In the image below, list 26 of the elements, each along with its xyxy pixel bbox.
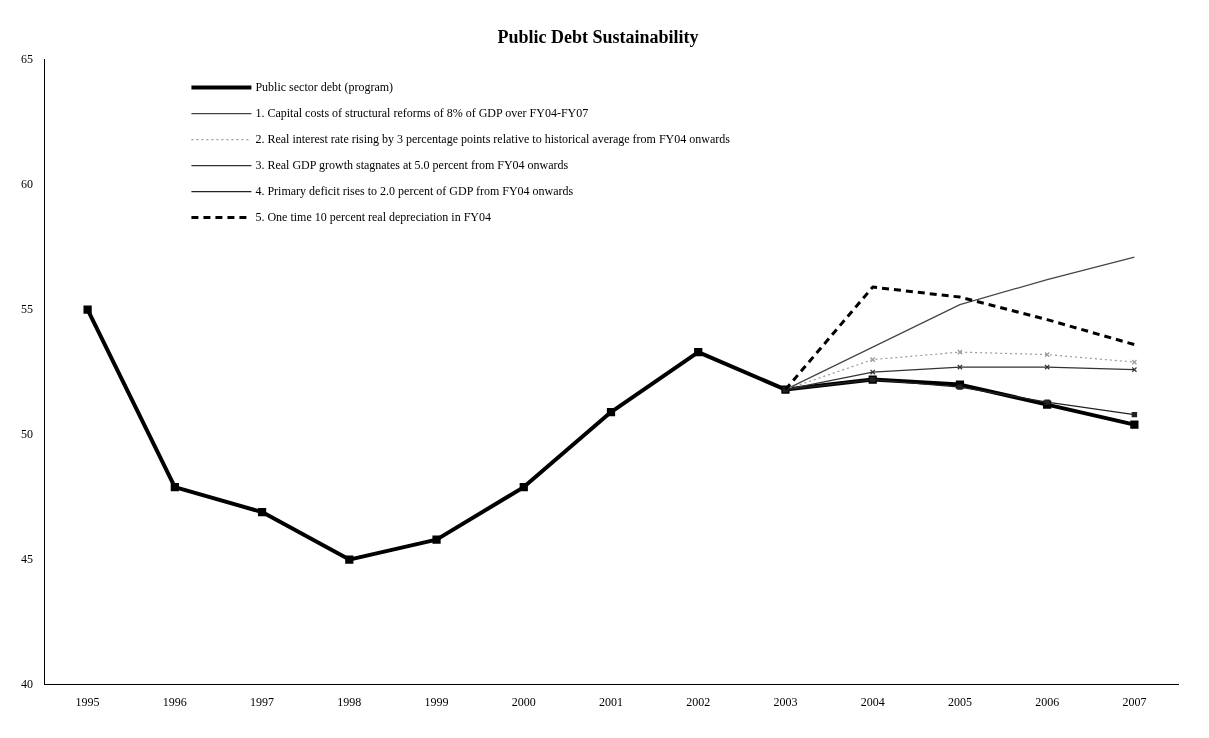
- x-tick-label: 2000: [511, 694, 536, 709]
- legend-label: Public sector debt (program): [255, 79, 394, 94]
- x-tick-label: 1995: [75, 694, 100, 709]
- legend-label: 2. Real interest rate rising by 3 percentage points relative to historical average from FY04 onwards: [255, 131, 731, 146]
- x-tick-label: 2002: [686, 694, 711, 709]
- y-tick-label: 60: [21, 176, 33, 191]
- legend-label: 4. Primary deficit rises to 2.0 percent of GDP from FY04 onwards: [255, 183, 574, 198]
- y-tick-label: 65: [21, 51, 33, 66]
- chart-title: Public Debt Sustainability: [497, 27, 699, 48]
- y-tick-label: 45: [21, 551, 33, 566]
- x-tick-label: 2007: [1122, 694, 1147, 709]
- x-tick-label: 2003: [773, 694, 798, 709]
- x-tick-label: 1999: [424, 694, 449, 709]
- legend-label: 3. Real GDP growth stagnates at 5.0 percent from FY04 onwards: [255, 157, 569, 172]
- x-tick-label: 1998: [337, 694, 362, 709]
- y-tick-label: 55: [21, 301, 33, 316]
- x-tick-label: 2005: [947, 694, 972, 709]
- y-tick-label: 50: [21, 426, 33, 441]
- legend-label: 5. One time 10 percent real depreciation in FY04: [255, 209, 492, 224]
- x-tick-label: 1997: [250, 694, 275, 709]
- y-tick-label: 40: [21, 676, 33, 691]
- x-tick-label: 2006: [1035, 694, 1060, 709]
- x-tick-label: 2001: [599, 694, 623, 709]
- x-tick-label: 1996: [162, 694, 187, 709]
- legend-label: 1. Capital costs of structural reforms of 8% of GDP over FY04-FY07: [255, 105, 589, 120]
- x-tick-label: 2004: [860, 694, 885, 709]
